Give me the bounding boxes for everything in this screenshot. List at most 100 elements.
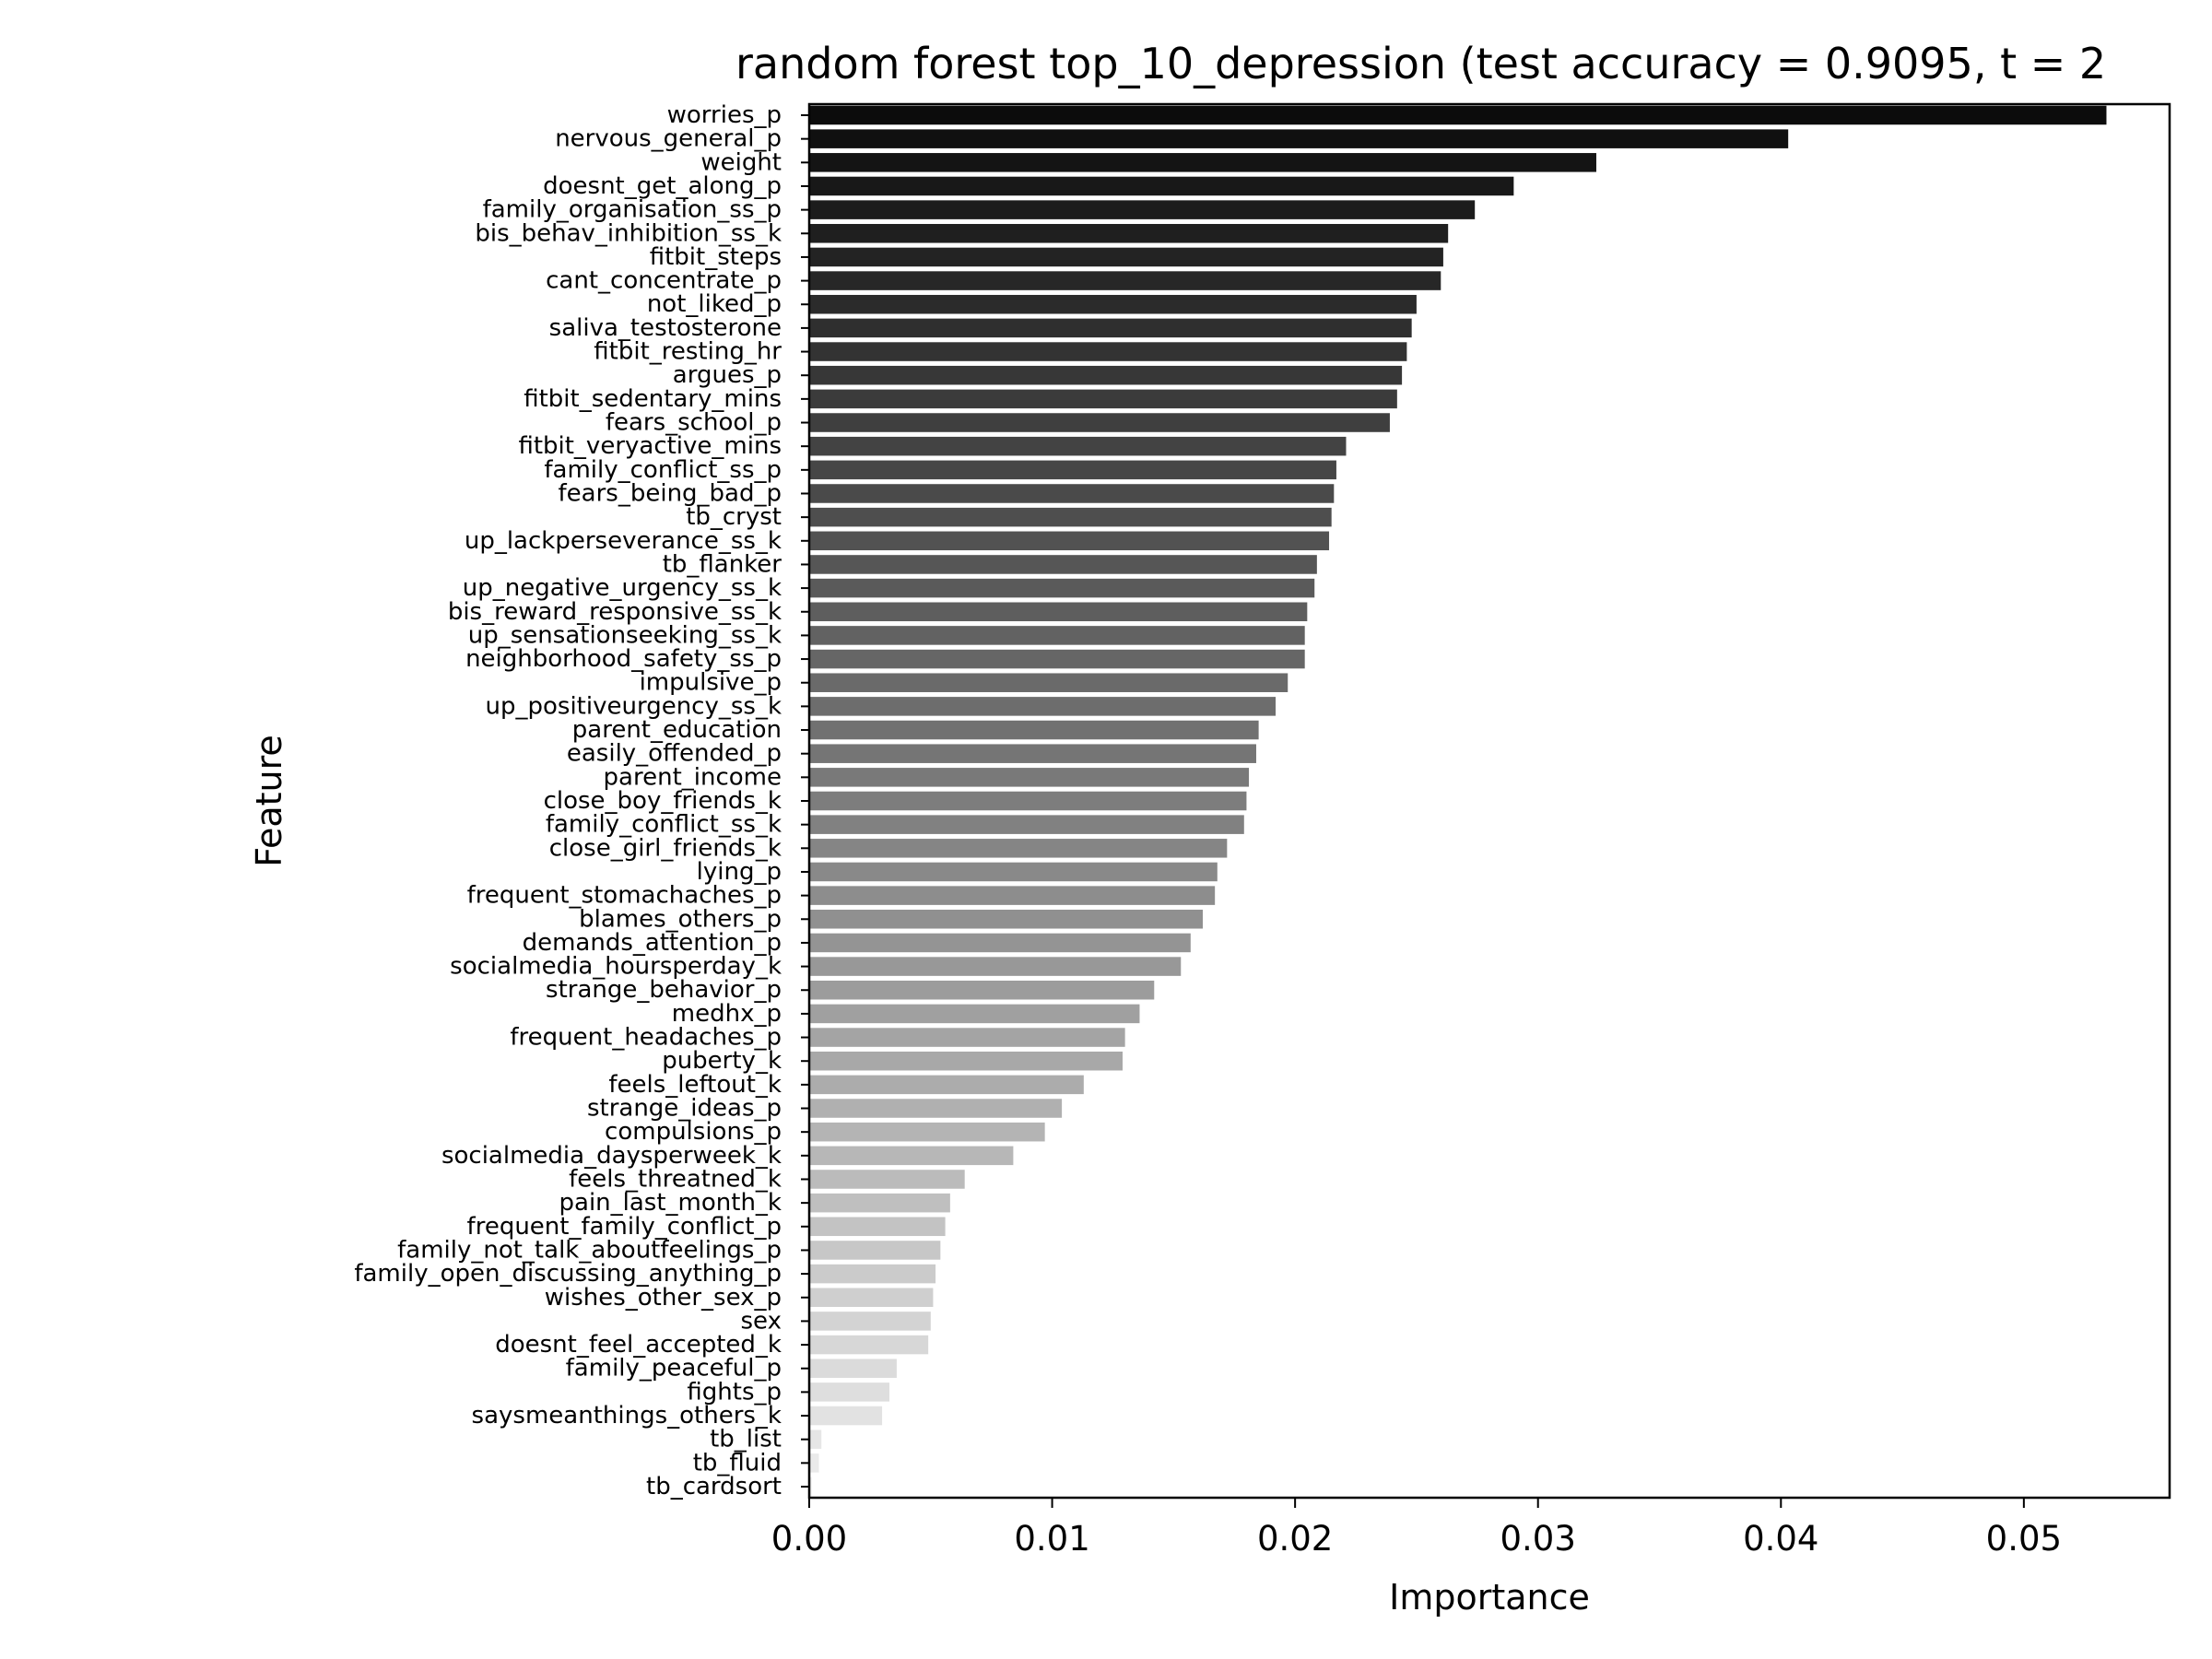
y-tick-label: fitbit_veryactive_mins bbox=[518, 432, 782, 460]
bar-demands_attention_p bbox=[809, 933, 1191, 953]
bar-fights_p bbox=[809, 1382, 889, 1402]
bar-puberty_k bbox=[809, 1051, 1124, 1071]
x-axis-label: Importance bbox=[1389, 1577, 1590, 1618]
y-tick-label: medhx_p bbox=[672, 1000, 782, 1028]
y-tick-label: saysmeanthings_others_k bbox=[472, 1402, 782, 1430]
bar-impulsive_p bbox=[809, 673, 1288, 692]
bar-tb_cryst bbox=[809, 507, 1332, 527]
bar-wishes_other_sex_p bbox=[809, 1288, 934, 1308]
bar-fitbit_steps bbox=[809, 247, 1443, 267]
y-tick-label: feels_leftout_k bbox=[608, 1071, 782, 1099]
bar-neighborhood_safety_ss_p bbox=[809, 649, 1305, 669]
y-tick-label: pain_last_month_k bbox=[559, 1189, 782, 1217]
y-tick-label: family_conflict_ss_k bbox=[546, 811, 782, 839]
bar-fears_school_p bbox=[809, 413, 1390, 432]
bar-close_boy_friends_k bbox=[809, 791, 1247, 811]
y-tick-label: easily_offended_p bbox=[567, 740, 782, 768]
x-tick-label: 0.01 bbox=[1014, 1519, 1089, 1559]
bar-argues_p bbox=[809, 365, 1403, 385]
bar-fitbit_resting_hr bbox=[809, 342, 1407, 361]
y-tick-label: sex bbox=[741, 1307, 782, 1335]
y-tick-label: up_lackperseverance_ss_k bbox=[465, 527, 782, 555]
y-tick-label: bis_reward_responsive_ss_k bbox=[448, 598, 782, 626]
x-tick-label: 0.05 bbox=[1986, 1519, 2062, 1559]
y-tick-label: up_sensationseeking_ss_k bbox=[468, 621, 782, 649]
bar-fears_being_bad_p bbox=[809, 484, 1335, 503]
bar-pain_last_month_k bbox=[809, 1193, 950, 1213]
bar-blames_others_p bbox=[809, 910, 1203, 929]
y-tick-label: bis_behav_inhibition_ss_k bbox=[475, 219, 782, 247]
bar-bis_reward_responsive_ss_k bbox=[809, 602, 1308, 622]
y-tick-label: family_open_discussing_anything_p bbox=[354, 1260, 782, 1288]
y-tick-label: wishes_other_sex_p bbox=[545, 1284, 782, 1312]
bar-cant_concentrate_p bbox=[809, 271, 1441, 290]
bar-up_sensationseeking_ss_k bbox=[809, 626, 1305, 645]
y-tick-label: not_liked_p bbox=[647, 290, 782, 318]
y-tick-label: cant_concentrate_p bbox=[546, 267, 782, 295]
bar-doesnt_feel_accepted_k bbox=[809, 1335, 929, 1355]
bar-parent_education bbox=[809, 720, 1259, 740]
y-tick-label: fears_being_bad_p bbox=[559, 479, 782, 507]
x-tick-label: 0.04 bbox=[1743, 1519, 1818, 1559]
bar-frequent_headaches_p bbox=[809, 1028, 1125, 1047]
y-tick-label: frequent_stomachaches_p bbox=[467, 882, 782, 910]
bar-nervous_general_p bbox=[809, 129, 1789, 148]
bar-fitbit_veryactive_mins bbox=[809, 436, 1347, 456]
bar-tb_fluid bbox=[809, 1453, 819, 1473]
x-tick-layer: 0.00 0.01 0.02 0.03 0.04 0.05 bbox=[771, 1498, 2062, 1559]
y-tick-label: neighborhood_safety_ss_p bbox=[465, 645, 782, 673]
bar-fitbit_sedentary_mins bbox=[809, 389, 1397, 409]
y-tick-label: weight bbox=[700, 148, 782, 176]
x-tick-label: 0.00 bbox=[771, 1519, 847, 1559]
bar-saliva_testosterone bbox=[809, 318, 1412, 338]
bar-close_girl_friends_k bbox=[809, 839, 1228, 858]
y-tick-label: strange_ideas_p bbox=[587, 1095, 782, 1123]
bar-family_peaceful_p bbox=[809, 1359, 897, 1378]
bars-layer bbox=[809, 105, 2107, 1497]
bar-family_open_discussing_anything_p bbox=[809, 1264, 936, 1284]
bar-family_organisation_ss_p bbox=[809, 200, 1476, 219]
bar-strange_ideas_p bbox=[809, 1099, 1063, 1118]
y-tick-label: parent_income bbox=[604, 763, 782, 791]
y-tick-label: parent_education bbox=[572, 716, 782, 744]
bar-sex bbox=[809, 1312, 931, 1331]
y-tick-label: argues_p bbox=[673, 361, 782, 389]
bar-family_not_talk_aboutfeelings_p bbox=[809, 1241, 941, 1260]
y-tick-label: close_girl_friends_k bbox=[549, 834, 782, 862]
y-tick-label: socialmedia_daysperweek_k bbox=[441, 1142, 782, 1170]
bar-not_liked_p bbox=[809, 294, 1417, 314]
y-tick-layer: worries_pnervous_general_pweightdoesnt_g… bbox=[354, 101, 809, 1500]
y-tick-label: family_organisation_ss_p bbox=[483, 196, 782, 224]
bar-parent_income bbox=[809, 768, 1250, 787]
y-tick-label: fears_school_p bbox=[606, 409, 782, 437]
bar-saysmeanthings_others_k bbox=[809, 1406, 883, 1426]
bar-socialmedia_hoursperday_k bbox=[809, 957, 1182, 976]
y-tick-label: close_boy_friends_k bbox=[544, 787, 782, 815]
bar-compulsions_p bbox=[809, 1122, 1045, 1142]
bar-frequent_family_conflict_p bbox=[809, 1217, 946, 1237]
bar-up_positiveurgency_ss_k bbox=[809, 697, 1277, 716]
x-tick-label: 0.03 bbox=[1500, 1519, 1576, 1559]
bar-weight bbox=[809, 153, 1596, 172]
bar-feels_leftout_k bbox=[809, 1075, 1084, 1095]
y-tick-label: blames_others_p bbox=[579, 905, 782, 933]
chart-title: random forest top_10_depression (test ac… bbox=[735, 39, 2106, 88]
bar-socialmedia_daysperweek_k bbox=[809, 1146, 1014, 1166]
y-tick-label: tb_fluid bbox=[693, 1449, 782, 1477]
bar-lying_p bbox=[809, 862, 1218, 882]
y-tick-label: fights_p bbox=[687, 1378, 782, 1406]
y-tick-label: doesnt_feel_accepted_k bbox=[495, 1331, 782, 1359]
y-tick-label: fitbit_sedentary_mins bbox=[524, 385, 782, 413]
x-tick-label: 0.02 bbox=[1257, 1519, 1333, 1559]
bar-medhx_p bbox=[809, 1004, 1140, 1024]
bar-up_negative_urgency_ss_k bbox=[809, 578, 1315, 598]
y-tick-label: saliva_testosterone bbox=[549, 314, 782, 342]
bar-family_conflict_ss_k bbox=[809, 815, 1244, 834]
y-tick-label: fitbit_steps bbox=[650, 243, 782, 271]
bar-frequent_stomachaches_p bbox=[809, 886, 1216, 905]
y-tick-label: up_positiveurgency_ss_k bbox=[486, 692, 782, 720]
y-tick-label: tb_list bbox=[710, 1426, 782, 1453]
y-tick-label: impulsive_p bbox=[640, 669, 782, 697]
y-tick-label: frequent_headaches_p bbox=[510, 1024, 782, 1052]
